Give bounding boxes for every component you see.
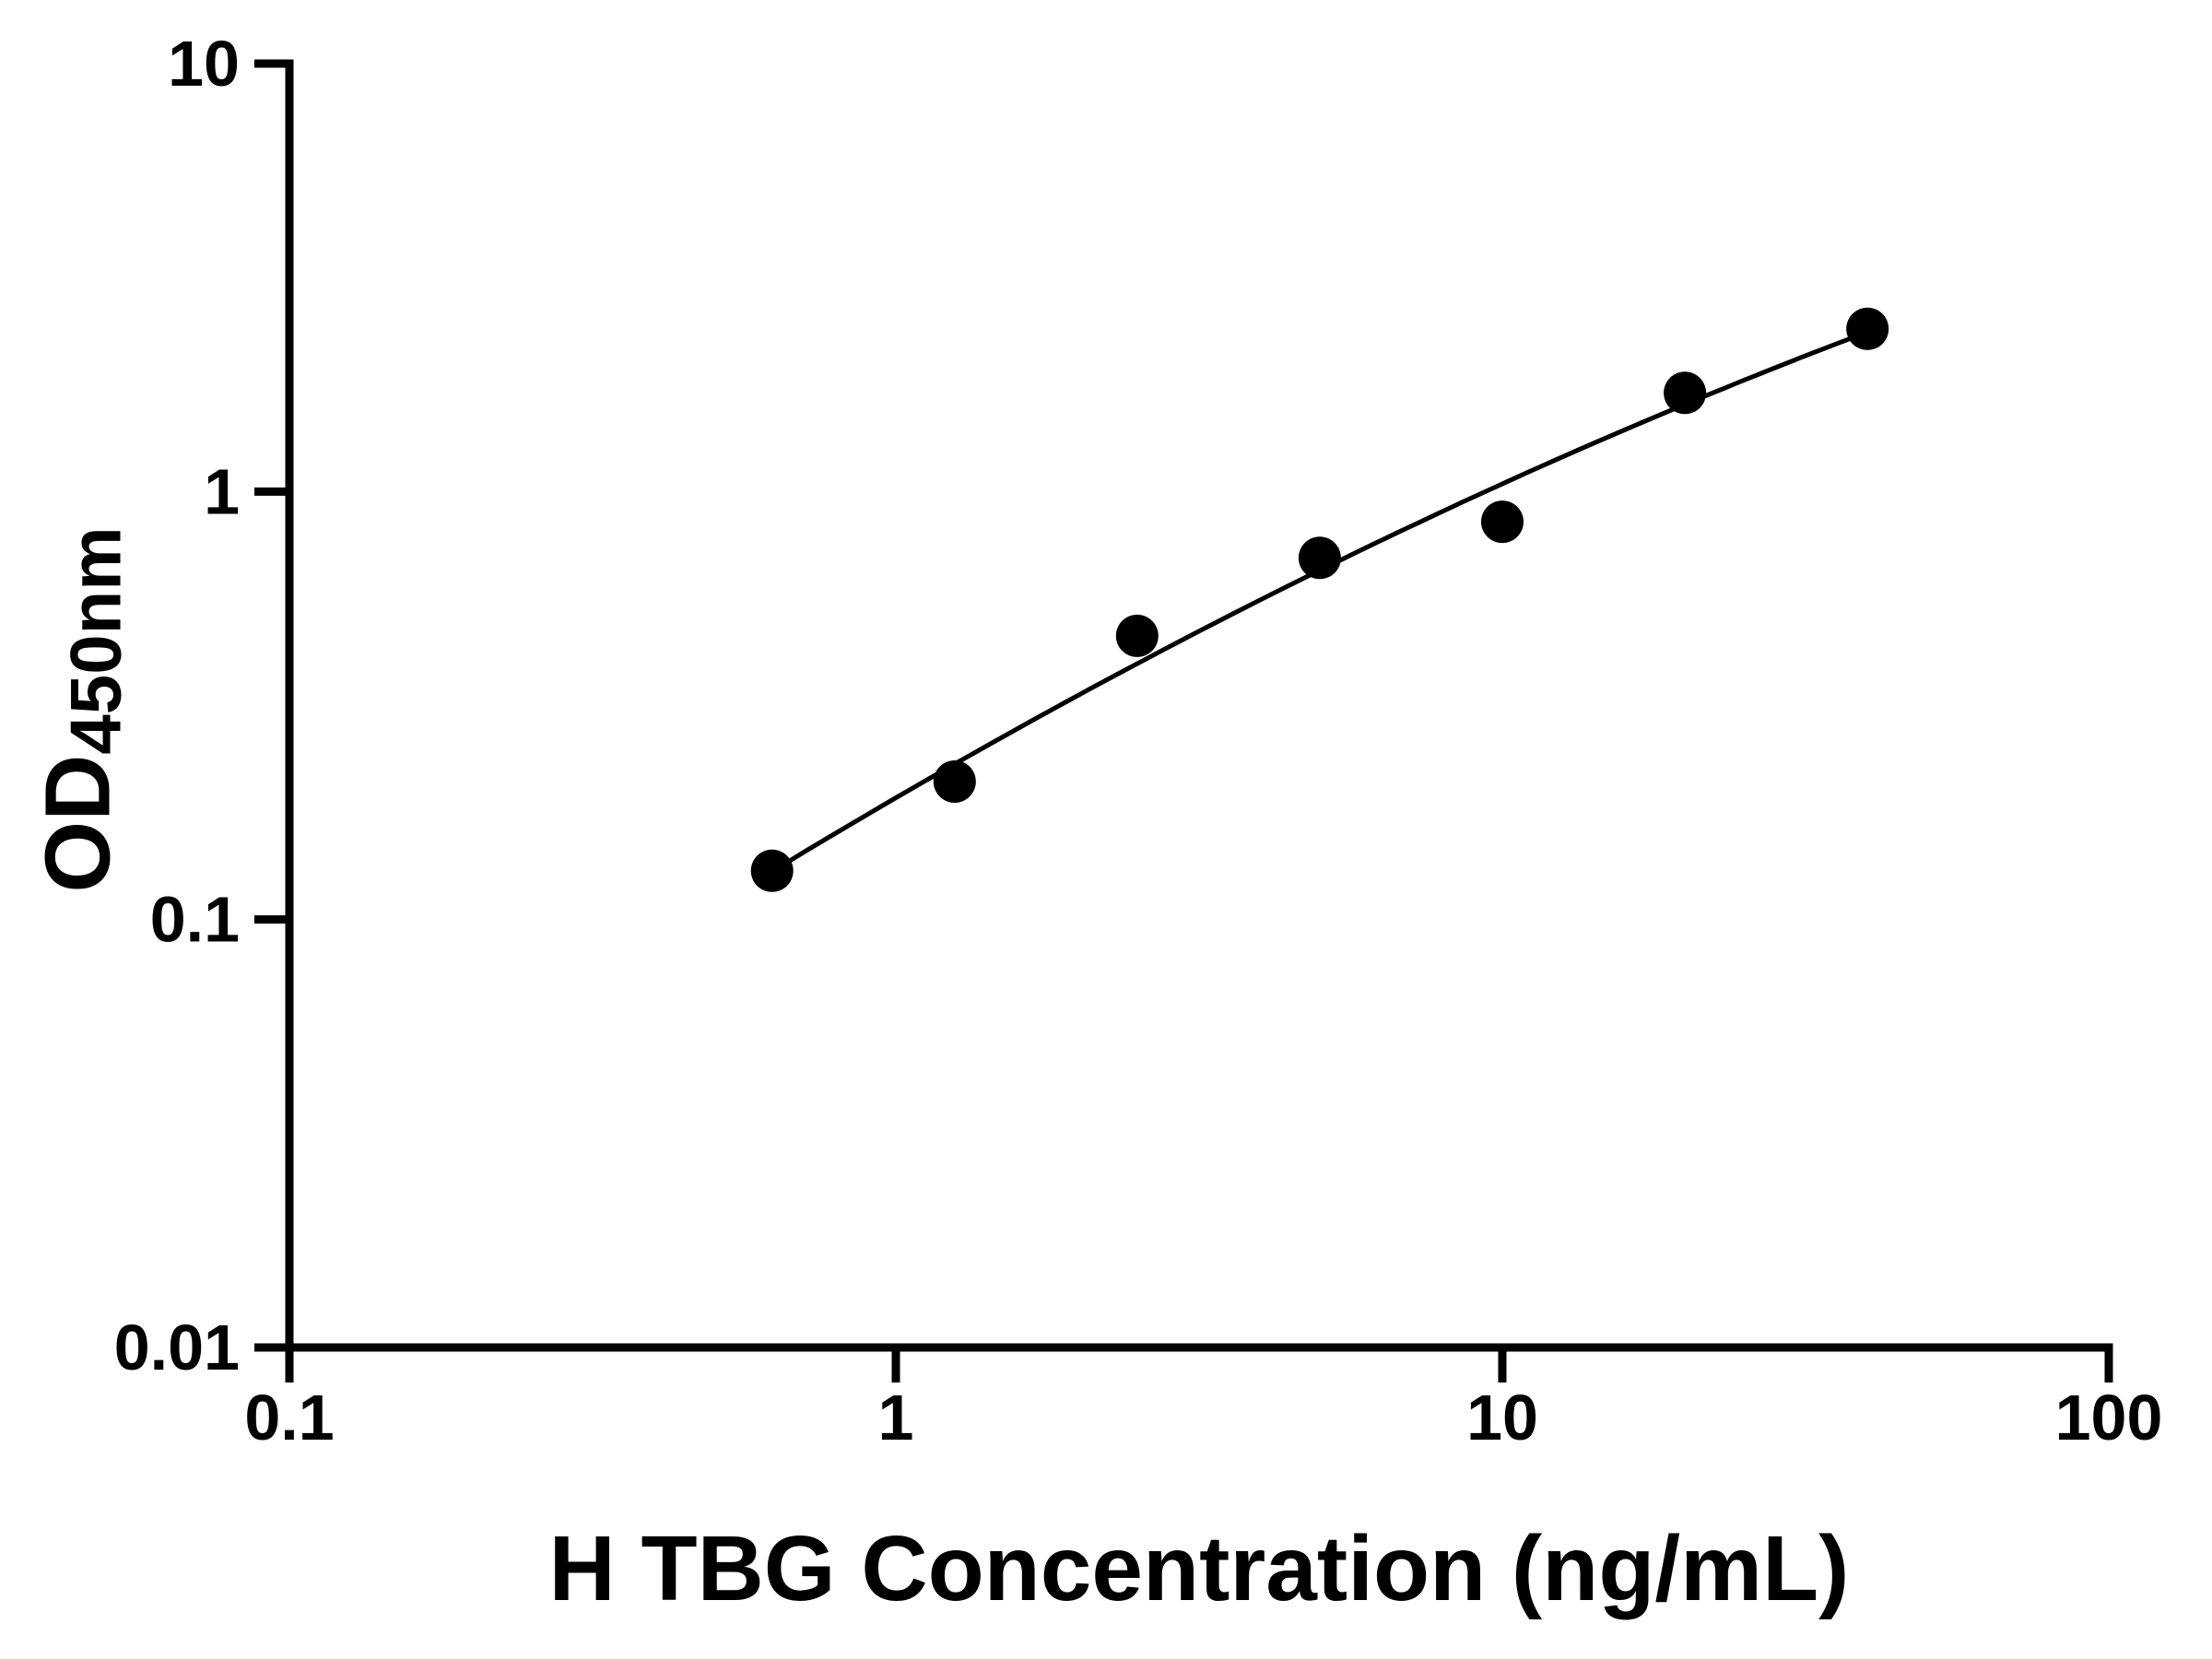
y-axis-title-main: OD (26, 754, 130, 893)
data-point (1115, 614, 1159, 657)
x-tick-label: 100 (2055, 1382, 2163, 1453)
data-point (1481, 500, 1524, 544)
data-point (1298, 536, 1341, 580)
data-point (1664, 371, 1707, 415)
data-point (1846, 307, 1889, 350)
y-tick-label: 0.1 (150, 884, 240, 956)
y-tick-label: 0.01 (114, 1312, 240, 1383)
y-axis-title: OD450nm (26, 526, 136, 893)
x-axis-title: H TBG Concentration (ng/mL) (548, 1517, 1850, 1620)
x-tick-label: 1 (878, 1382, 914, 1453)
data-point (750, 849, 794, 892)
axes (285, 59, 2113, 1352)
x-tick-label: 0.1 (244, 1382, 334, 1453)
y-tick-label: 10 (168, 28, 240, 100)
x-tick-label: 10 (1466, 1382, 1538, 1453)
data-point (933, 760, 976, 803)
y-tick-label: 1 (204, 455, 240, 527)
y-axis-title-sub: 450nm (54, 526, 136, 755)
